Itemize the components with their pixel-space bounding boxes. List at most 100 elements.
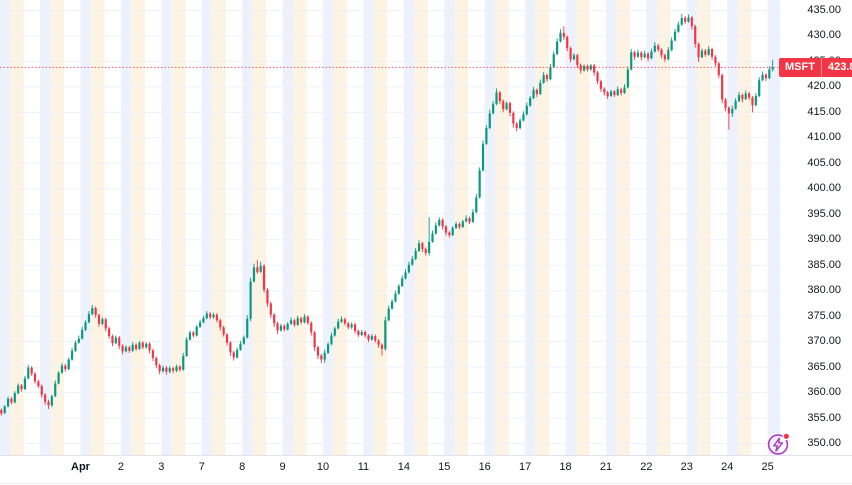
candle-body [448, 232, 451, 236]
candle-body [108, 328, 111, 337]
candle-body [310, 322, 313, 333]
candle-body [134, 344, 138, 349]
price-tick-label: 400.00 [807, 182, 841, 195]
candle-body [81, 329, 84, 339]
candle-body [367, 335, 370, 340]
candle-body [3, 406, 6, 414]
candle-body [286, 323, 289, 330]
session-stripe-afterhours [242, 0, 253, 455]
candle-body [289, 320, 293, 324]
candlestick-chart-canvas[interactable] [0, 0, 780, 455]
price-tick-label: 435.00 [807, 3, 841, 16]
candle-body [397, 286, 400, 294]
candle-body [593, 65, 596, 73]
time-tick-label: 23 [680, 461, 693, 473]
candle-body [431, 233, 434, 242]
candle-body [657, 45, 660, 50]
session-stripe-premarket [656, 0, 671, 455]
price-tick-label: 405.00 [807, 156, 841, 169]
candle-body [438, 219, 441, 226]
candle-body [700, 50, 704, 58]
candle-body [364, 331, 367, 336]
candle-body [434, 225, 437, 234]
price-tick-label: 365.00 [807, 360, 841, 373]
candle-body [596, 72, 599, 82]
candle-body [704, 50, 707, 55]
bolt-icon [773, 437, 784, 452]
candle-body [687, 17, 690, 22]
candle-body [620, 89, 623, 93]
candle-body [212, 314, 215, 318]
price-tick-label: 420.00 [807, 80, 841, 93]
candle-body [6, 398, 10, 407]
candle-body [293, 320, 296, 325]
price-tick-label: 350.00 [807, 437, 841, 450]
time-tick-label: 17 [518, 461, 532, 473]
time-axis[interactable]: Apr 2 3 7 8 9 10 11 14 15 16 17 18 21 22 23 24 25 [0, 455, 852, 485]
price-tick-label: 370.00 [807, 335, 841, 348]
candle-body [724, 99, 727, 108]
candle-body [17, 385, 20, 394]
candle-body [417, 243, 421, 251]
candle-body [205, 313, 208, 319]
time-tick-label: 25 [761, 461, 774, 473]
candle-body [380, 344, 384, 349]
candle-body [512, 112, 515, 124]
candle-body [313, 332, 316, 348]
time-tick-label: 8 [239, 461, 246, 473]
candle-body [118, 337, 121, 346]
time-axis-bottom-border [0, 483, 852, 484]
candle-body [414, 250, 417, 260]
session-stripe-afterhours [282, 0, 294, 455]
candle-body [202, 318, 205, 323]
candle-body [404, 272, 407, 279]
candle-body [357, 330, 360, 336]
candle-body [283, 325, 286, 330]
candle-body [0, 409, 3, 414]
price-tick-label: 415.00 [807, 105, 841, 118]
candle-body [225, 334, 229, 343]
lightning-button[interactable] [763, 429, 795, 461]
candle-body [609, 91, 613, 97]
candle-body [761, 74, 764, 81]
candle-body [138, 342, 141, 349]
price-tick-label: 390.00 [807, 233, 841, 246]
candle-body [246, 318, 249, 338]
price-tick-label: 375.00 [807, 309, 841, 322]
candle-body [710, 49, 714, 57]
candle-body [744, 93, 747, 100]
candle-body [131, 344, 134, 351]
candle-body [390, 301, 394, 309]
candle-body [694, 26, 697, 45]
candle-body [300, 318, 303, 323]
candle-body [219, 320, 222, 328]
candle-body [121, 345, 124, 352]
candle-body [74, 342, 77, 351]
candle-body [680, 18, 683, 25]
candle-body [545, 75, 549, 80]
candle-body [188, 332, 192, 340]
candle-body [40, 386, 43, 395]
candle-body [33, 373, 37, 382]
session-stripe-afterhours [323, 0, 334, 455]
candle-body [155, 357, 158, 366]
candle-body [232, 352, 235, 358]
symbol-price-badge: MSFT 423.81 [779, 57, 852, 77]
candle-body [478, 170, 481, 198]
time-tick-label: 10 [316, 461, 330, 473]
candle-body [128, 347, 131, 351]
candle-body [471, 212, 475, 222]
session-stripe-premarket [373, 0, 388, 455]
price-axis[interactable]: 435.00430.00425.00420.00415.00410.00405.… [779, 0, 852, 455]
candle-body [316, 347, 320, 356]
session-stripe-premarket [131, 0, 145, 455]
candle-body [650, 51, 653, 59]
candle-body [377, 340, 380, 345]
badge-divider [820, 57, 822, 77]
candle-body [401, 278, 404, 287]
time-tick-label: 14 [397, 461, 410, 473]
candle-body [70, 350, 74, 360]
candle-body [326, 344, 330, 353]
candle-body [182, 355, 185, 370]
session-stripe-afterhours [80, 0, 91, 455]
